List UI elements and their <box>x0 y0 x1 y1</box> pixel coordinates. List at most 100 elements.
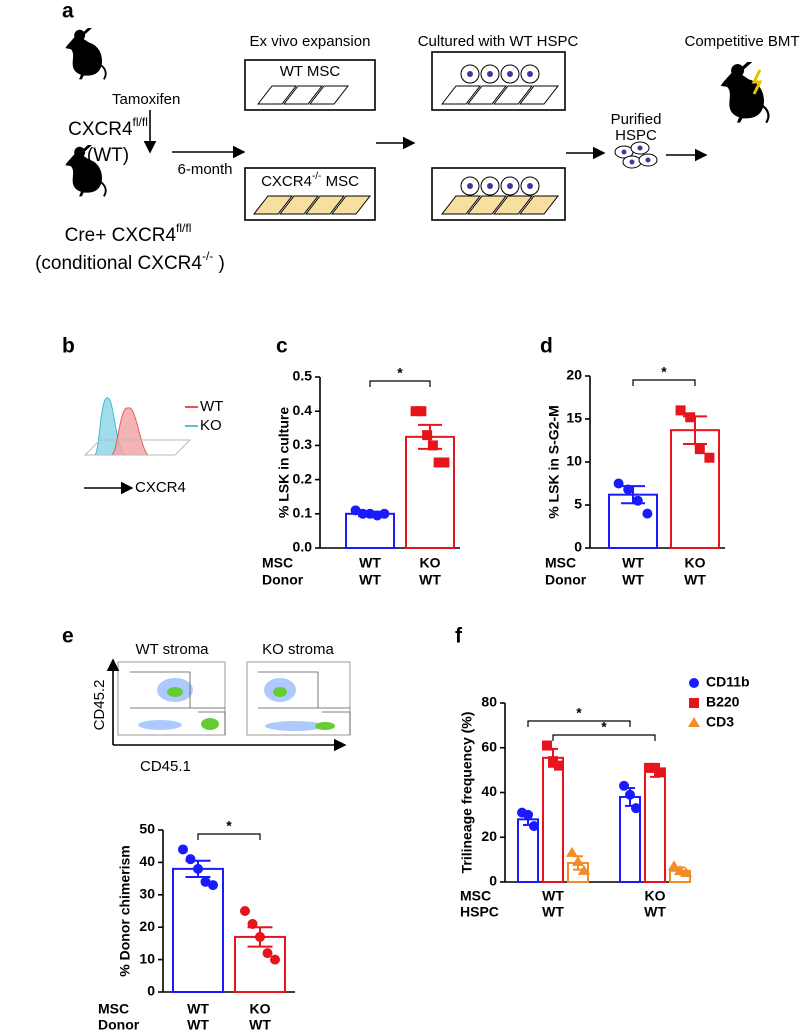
bar <box>542 756 564 883</box>
significance-label: * <box>601 719 607 735</box>
label: Cre+ CXCR4 <box>65 225 177 246</box>
label: (WT) <box>87 145 129 166</box>
culture-box <box>244 59 376 111</box>
cells <box>440 195 560 215</box>
y-axis-label: % LSK in S-G2-M <box>546 405 562 519</box>
significance-bracket <box>197 833 261 840</box>
significance-label: * <box>397 365 403 381</box>
data-point <box>270 954 280 965</box>
plot-title: WT stroma <box>135 641 209 658</box>
label: CXCR4 <box>261 173 312 190</box>
x-tick-label: WT <box>249 1017 271 1030</box>
superscript: -/- <box>202 249 213 263</box>
data-point <box>427 440 438 451</box>
plot-title: KO stroma <box>262 641 334 658</box>
data-point <box>650 762 660 773</box>
data-point <box>578 864 590 875</box>
legend-label: B220 <box>706 694 740 710</box>
row-label: Donor <box>98 1017 140 1030</box>
data-point <box>623 484 634 495</box>
data-point <box>439 457 450 468</box>
mouse-icon <box>719 62 771 125</box>
data-point <box>619 780 629 791</box>
data-point <box>422 430 433 441</box>
axis-label: CD45.1 <box>140 758 191 775</box>
cells <box>440 85 560 105</box>
x-tick-label: WT <box>684 572 706 588</box>
histogram-frame <box>83 439 192 456</box>
data-point <box>642 508 653 519</box>
y-tick-label: 40 <box>139 853 155 869</box>
label: 6-month <box>177 161 232 178</box>
axis-label: CXCR4 <box>135 479 186 496</box>
data-point <box>566 846 578 857</box>
panel-letter: e <box>62 625 74 648</box>
x-tick-label: KO <box>420 555 441 571</box>
y-axis-label: % Donor chimerism <box>117 845 133 976</box>
x-tick-label: WT <box>359 555 381 571</box>
y-tick-label: 40 <box>481 783 497 799</box>
label: WT MSC <box>280 63 341 80</box>
label: (conditional CXCR4-/- ) <box>35 249 225 274</box>
bar <box>405 435 455 550</box>
significance-bracket <box>369 380 431 387</box>
y-axis-label: % LSK in culture <box>276 407 292 518</box>
label: CXCR4 <box>68 119 133 140</box>
legend-label: CD3 <box>706 714 734 730</box>
histogram: WT KO CXCR4 <box>83 397 223 496</box>
y-tick-label: 50 <box>139 821 155 837</box>
x-tick-label: WT <box>187 1017 209 1030</box>
label: ) <box>213 253 225 274</box>
panel-letter: d <box>540 335 553 358</box>
panel-letter: c <box>276 335 288 358</box>
flow-events <box>130 671 351 735</box>
label: Cre+ CXCR4fl/fl <box>65 221 192 246</box>
y-tick-label: 0.1 <box>293 505 313 521</box>
y-tick-label: 80 <box>481 694 497 710</box>
y-tick-label: 0.5 <box>293 368 313 384</box>
panel-letter: a <box>62 0 74 23</box>
data-point <box>240 906 250 916</box>
label: Purified <box>611 111 662 128</box>
y-tick-label: 0.0 <box>293 539 313 555</box>
significance-label: * <box>661 364 667 380</box>
data-point <box>200 876 211 887</box>
significance-bracket <box>632 379 696 386</box>
data-point <box>185 854 196 865</box>
y-tick-label: 20 <box>139 918 155 934</box>
y-axis-label: Trilineage frequency (%) <box>459 712 475 874</box>
x-tick-label: KO <box>250 1001 271 1017</box>
mouse-icon <box>63 28 108 81</box>
data-point <box>178 844 188 855</box>
x-tick-label: WT <box>542 888 564 904</box>
data-point <box>193 863 203 874</box>
data-point <box>262 948 273 959</box>
significance-bracket <box>552 734 656 741</box>
data-point <box>656 767 666 778</box>
label: Competitive BMT <box>684 33 799 50</box>
axis-label: CD45.2 <box>91 680 108 731</box>
data-point <box>416 406 427 417</box>
label: CXCR4-/- MSC <box>261 171 359 190</box>
data-point <box>554 760 564 771</box>
data-point <box>542 740 552 751</box>
y-tick-label: 15 <box>566 410 582 426</box>
superscript: -/- <box>312 171 321 182</box>
data-point <box>680 867 692 878</box>
x-tick-label: KO <box>685 555 706 571</box>
data-point <box>613 478 624 489</box>
data-point <box>379 508 390 519</box>
y-tick-label: 0 <box>489 873 497 889</box>
cells <box>252 195 372 215</box>
row-label: MSC <box>262 555 293 571</box>
culture-box <box>244 167 376 221</box>
data-point <box>632 495 643 506</box>
superscript: fl/fl <box>176 221 191 235</box>
x-tick-label: WT <box>187 1001 209 1017</box>
label: Ex vivo expansion <box>250 33 371 50</box>
panel-letter: f <box>455 625 463 648</box>
data-point <box>631 803 641 814</box>
row-label: MSC <box>98 1001 129 1017</box>
lightning <box>751 69 763 95</box>
y-tick-label: 30 <box>139 886 155 902</box>
